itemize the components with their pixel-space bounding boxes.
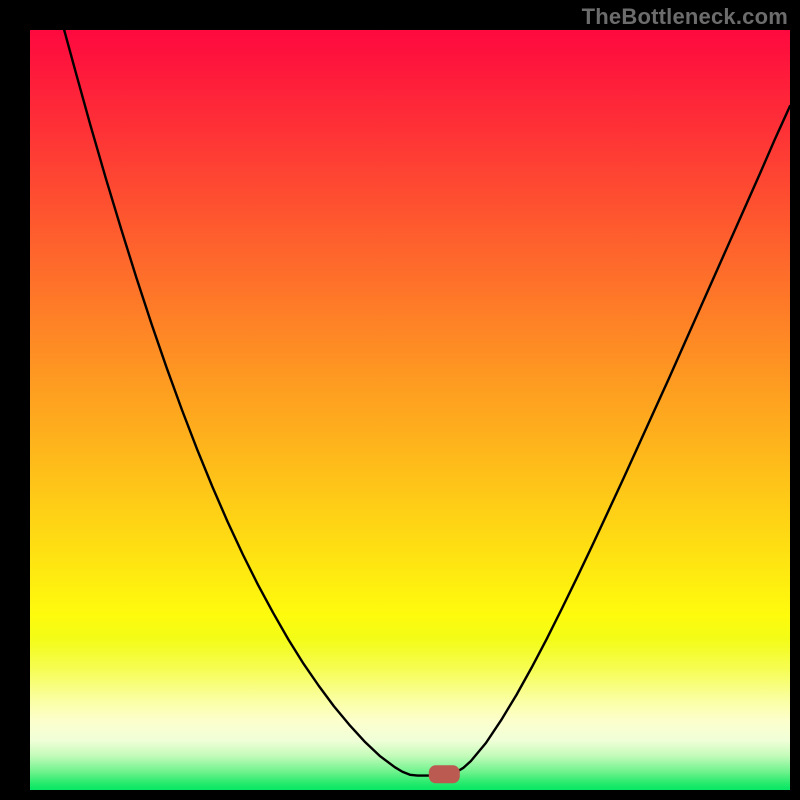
bottleneck-curve [30,30,790,790]
plot-area [30,30,790,790]
chart-frame: TheBottleneck.com [0,0,800,800]
watermark-text: TheBottleneck.com [582,4,788,30]
optimal-point-marker [429,765,459,782]
